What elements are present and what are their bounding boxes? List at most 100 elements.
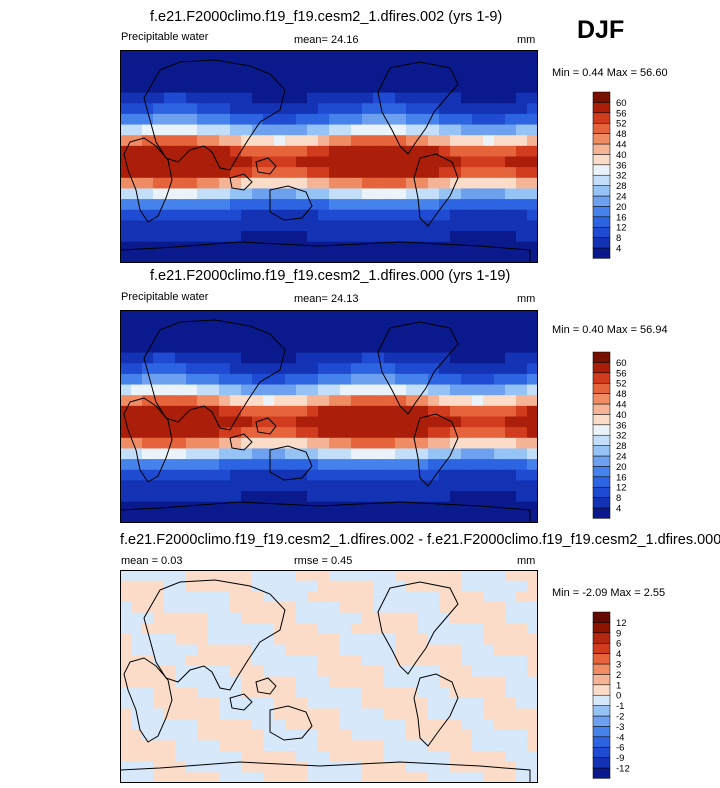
field-cell bbox=[439, 92, 451, 104]
field-cell bbox=[285, 373, 297, 386]
field-cell bbox=[351, 427, 363, 439]
field-cell bbox=[439, 395, 451, 407]
field-cell bbox=[472, 501, 484, 513]
season-label: DJF bbox=[577, 16, 625, 44]
field-cell bbox=[340, 665, 352, 678]
field-cell bbox=[131, 341, 143, 354]
field-cell bbox=[219, 384, 231, 396]
field-cell bbox=[340, 363, 352, 375]
field-cell bbox=[384, 373, 396, 386]
field-cell bbox=[450, 373, 462, 386]
field-cell bbox=[263, 644, 275, 656]
field-cell bbox=[285, 633, 297, 646]
field-cell bbox=[142, 209, 154, 221]
field-cell bbox=[406, 448, 418, 460]
field-cell bbox=[428, 612, 440, 624]
field-cell bbox=[406, 459, 418, 471]
field-cell bbox=[142, 352, 154, 364]
field-cell bbox=[252, 177, 264, 190]
field-cell bbox=[164, 50, 176, 62]
field-cell bbox=[142, 570, 154, 582]
field-cell bbox=[395, 363, 407, 375]
field-cell bbox=[450, 416, 462, 428]
field-cell bbox=[461, 437, 473, 450]
field-cell bbox=[340, 708, 352, 720]
field-cell bbox=[362, 60, 374, 72]
field-cell bbox=[406, 145, 418, 158]
field-cell bbox=[461, 416, 473, 428]
field-cell bbox=[351, 491, 363, 503]
field-cell bbox=[527, 71, 538, 83]
field-cell bbox=[428, 719, 440, 731]
field-cell bbox=[351, 469, 363, 481]
field-cell bbox=[285, 761, 297, 773]
field-cell bbox=[208, 60, 220, 72]
field-cell bbox=[142, 729, 154, 741]
field-cell bbox=[186, 633, 198, 646]
coastline bbox=[143, 579, 286, 691]
field-cell bbox=[461, 188, 473, 200]
colorbar-swatch bbox=[592, 143, 611, 155]
field-cell bbox=[362, 580, 374, 592]
field-cell bbox=[252, 676, 264, 688]
field-cell bbox=[505, 188, 517, 200]
field-cell bbox=[164, 331, 176, 343]
field-cell bbox=[384, 655, 396, 667]
field-cell bbox=[307, 676, 319, 688]
field-cell bbox=[406, 252, 418, 263]
field-cell bbox=[285, 124, 297, 136]
field-cell bbox=[406, 591, 418, 603]
field-cell bbox=[197, 612, 209, 624]
field-cell bbox=[483, 135, 495, 147]
field-cell bbox=[219, 687, 231, 699]
coastline bbox=[377, 321, 459, 415]
field-cell bbox=[461, 697, 473, 710]
field-cell bbox=[417, 655, 429, 667]
field-cell bbox=[131, 352, 143, 364]
field-cell bbox=[219, 113, 231, 126]
field-cell bbox=[483, 384, 495, 396]
field-cell bbox=[494, 220, 506, 232]
field-cell bbox=[329, 320, 341, 332]
field-cell bbox=[164, 633, 176, 646]
field-cell bbox=[252, 772, 264, 783]
field-cell bbox=[428, 167, 440, 179]
field-cell bbox=[208, 405, 220, 418]
field-cell bbox=[285, 719, 297, 731]
colorbar-swatch bbox=[592, 694, 611, 706]
field-cell bbox=[296, 352, 308, 364]
field-cell bbox=[120, 655, 132, 667]
field-cell bbox=[219, 427, 231, 439]
field-cell bbox=[142, 177, 154, 190]
field-cell bbox=[219, 480, 231, 492]
field-cell bbox=[406, 220, 418, 232]
field-cell bbox=[362, 177, 374, 190]
field-cell bbox=[120, 188, 132, 200]
field-cell bbox=[395, 405, 407, 418]
field-cell bbox=[527, 124, 538, 136]
field-cell bbox=[274, 373, 286, 386]
colorbar-tick-label: 24 bbox=[616, 452, 627, 463]
field-cell bbox=[417, 751, 429, 763]
field-cell bbox=[274, 135, 286, 147]
field-cell bbox=[428, 448, 440, 460]
field-cell bbox=[340, 92, 352, 104]
field-cell bbox=[373, 665, 385, 678]
field-cell bbox=[131, 623, 143, 635]
field-cell bbox=[527, 708, 538, 720]
field-cell bbox=[208, 751, 220, 763]
field-cell bbox=[516, 60, 528, 72]
coastline bbox=[120, 241, 531, 263]
field-cell bbox=[450, 612, 462, 624]
field-cell bbox=[285, 220, 297, 232]
field-cell bbox=[384, 633, 396, 646]
field-cell bbox=[417, 480, 429, 492]
field-cell bbox=[307, 512, 319, 523]
field-cell bbox=[252, 729, 264, 741]
field-cell bbox=[505, 92, 517, 104]
field-cell bbox=[362, 740, 374, 752]
field-cell bbox=[197, 580, 209, 592]
field-cell bbox=[428, 601, 440, 614]
field-cell bbox=[307, 708, 319, 720]
field-cell bbox=[417, 644, 429, 656]
